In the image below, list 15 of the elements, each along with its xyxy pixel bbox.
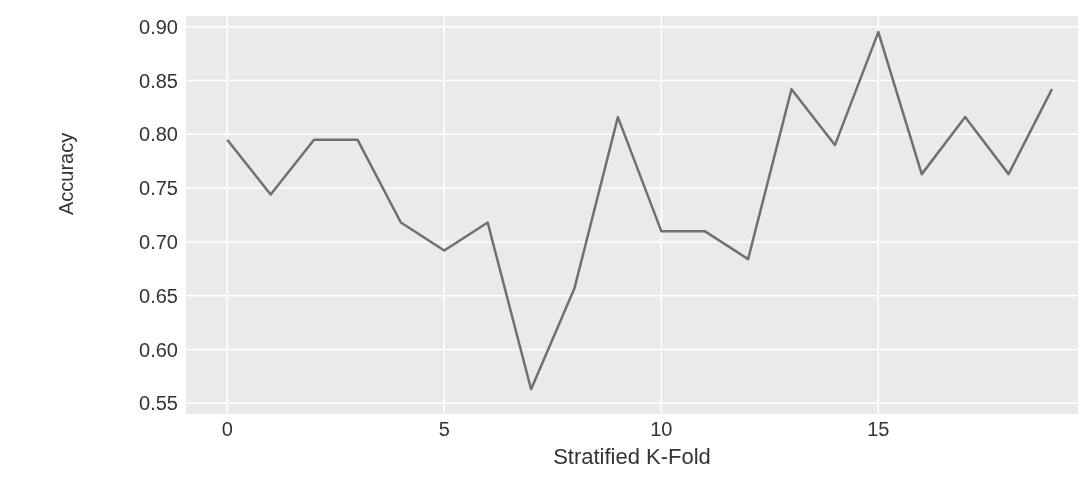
x-axis-title: Stratified K-Fold — [553, 444, 711, 469]
y-tick-label: 0.65 — [139, 284, 178, 307]
line-series — [225, 30, 1054, 391]
y-axis-title: Accuracy — [55, 132, 78, 215]
y-tick-label: 0.75 — [139, 177, 178, 200]
x-tick-label: 5 — [438, 418, 450, 441]
y-tick-label: 0.80 — [139, 123, 178, 146]
x-tick-label: 0 — [221, 418, 233, 441]
x-tick-label: 10 — [650, 418, 673, 441]
y-tick-label: 0.70 — [139, 230, 178, 253]
x-tick-label: 15 — [867, 418, 890, 441]
y-tick-label: 0.55 — [139, 392, 178, 415]
y-tick-label: 0.85 — [139, 69, 178, 92]
y-tick-label: 0.90 — [139, 15, 178, 38]
y-tick-label: 0.60 — [139, 338, 178, 361]
